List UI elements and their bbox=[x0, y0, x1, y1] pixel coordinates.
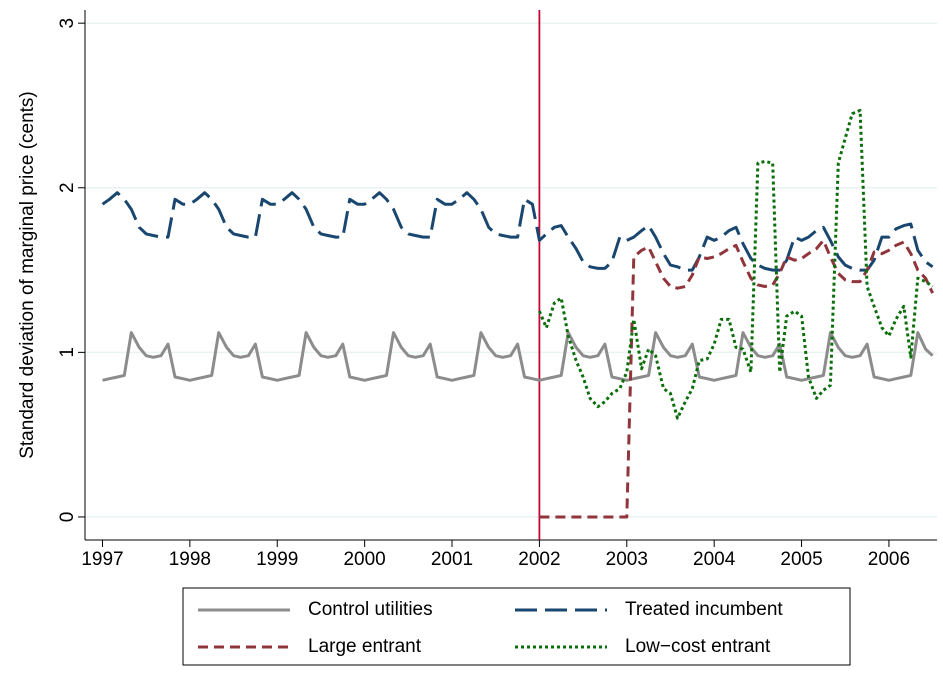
x-tick-label: 2005 bbox=[780, 549, 822, 570]
x-tick-label: 1999 bbox=[256, 549, 298, 570]
y-axis-label: Standard deviation of marginal price (ce… bbox=[17, 91, 38, 459]
legend-box bbox=[182, 587, 851, 666]
legend-label: Low−cost entrant bbox=[625, 636, 771, 657]
y-tick-label: 3 bbox=[57, 18, 78, 29]
x-tick-label: 2000 bbox=[343, 549, 385, 570]
legend-label: Large entrant bbox=[308, 636, 422, 657]
x-tick-label: 2004 bbox=[693, 549, 736, 570]
x-tick-label: 1998 bbox=[169, 549, 211, 570]
x-tick-label: 2003 bbox=[606, 549, 648, 570]
y-tick-label: 0 bbox=[57, 512, 78, 523]
series-line bbox=[102, 331, 934, 382]
series-line bbox=[538, 108, 934, 420]
x-tick-label: 2006 bbox=[868, 549, 910, 570]
x-tick-label: 2001 bbox=[431, 549, 473, 570]
legend-label: Treated incumbent bbox=[625, 599, 783, 620]
y-tick-label: 1 bbox=[57, 347, 78, 358]
x-tick-label: 2002 bbox=[518, 549, 560, 570]
legend-label: Control utilities bbox=[308, 599, 433, 620]
y-tick-label: 2 bbox=[57, 182, 78, 193]
series-line bbox=[101, 191, 934, 272]
x-tick-label: 1997 bbox=[81, 549, 123, 570]
